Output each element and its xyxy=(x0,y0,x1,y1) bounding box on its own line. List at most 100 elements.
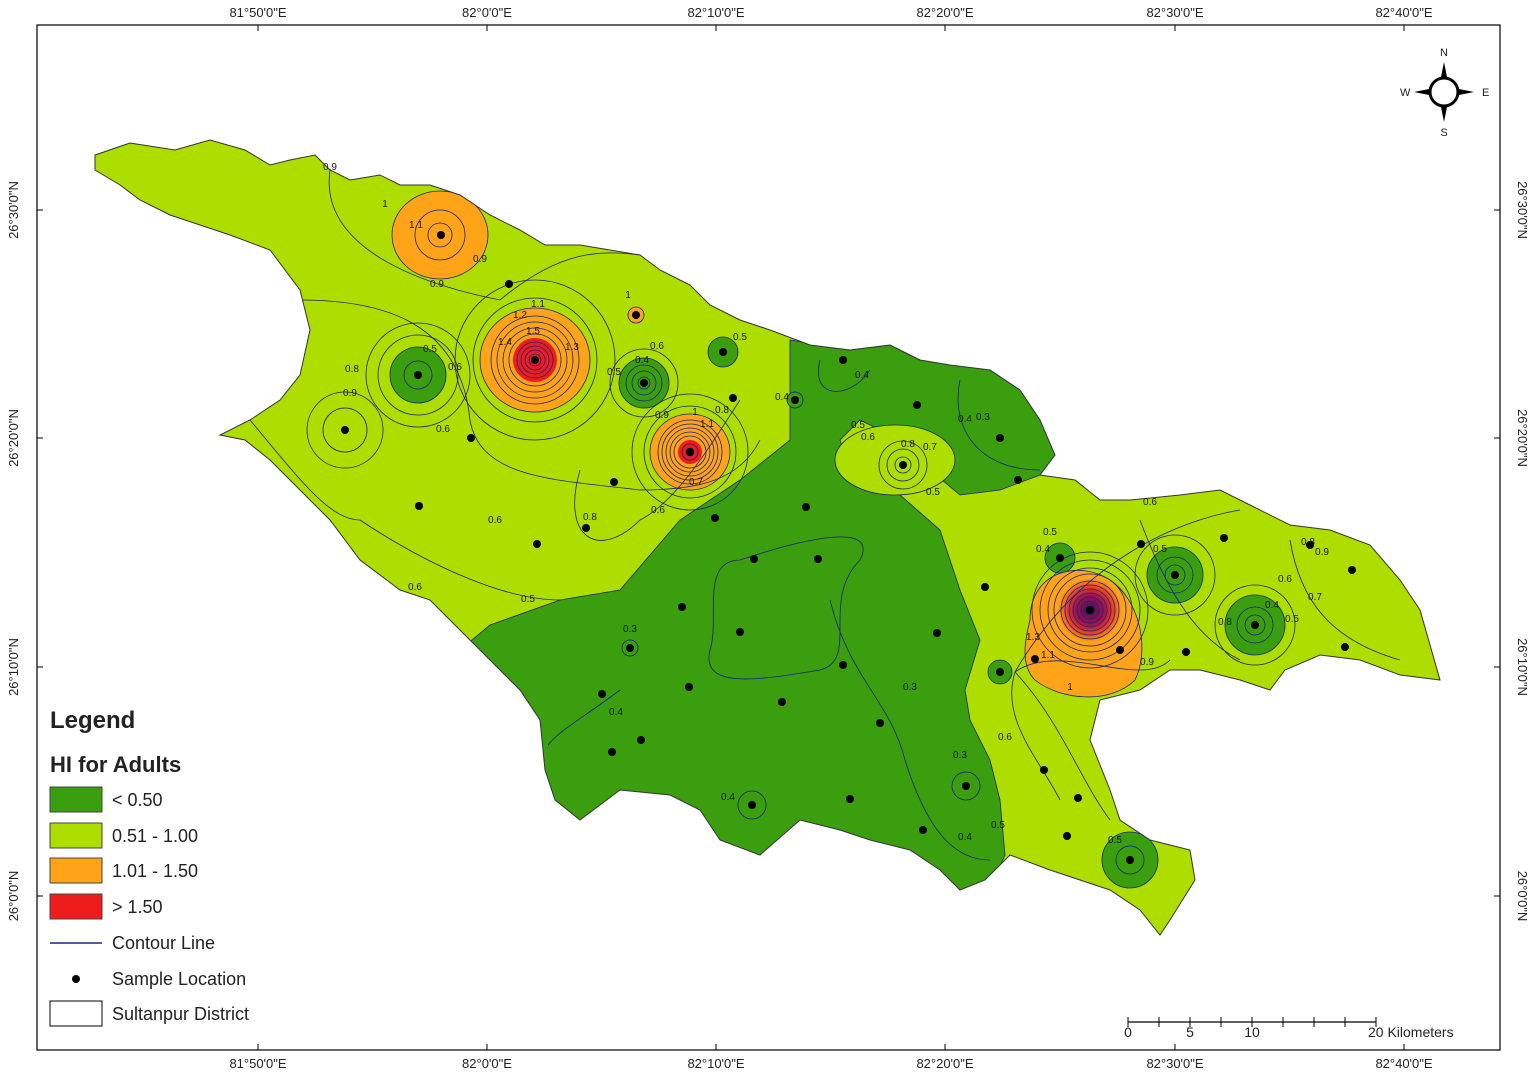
sample-location xyxy=(876,719,884,727)
contour-line xyxy=(1053,573,1127,647)
contour-label: 0.4 xyxy=(958,832,972,843)
contour-line xyxy=(669,431,711,473)
contour-line xyxy=(665,427,715,477)
contour-label: 0.3 xyxy=(623,624,637,635)
contour-label: 0.9 xyxy=(1315,547,1329,558)
compass-w: W xyxy=(1400,87,1411,99)
contour-label: 0.8 xyxy=(901,439,915,450)
sample-location xyxy=(1116,646,1124,654)
contour-label: 0.6 xyxy=(651,505,665,516)
lat-label-left: 26°0'0"N xyxy=(6,871,21,922)
contour-line xyxy=(403,360,433,390)
contour-label: 0.4 xyxy=(635,355,649,366)
sample-location xyxy=(846,795,854,803)
legend-swatch xyxy=(49,786,103,813)
contour-line xyxy=(574,399,741,541)
contour-label: 0.6 xyxy=(488,515,502,526)
contour-label: 1.4 xyxy=(498,337,512,348)
sample-location xyxy=(1086,606,1094,614)
legend-label: Contour Line xyxy=(112,933,215,953)
sample-location xyxy=(933,629,941,637)
sample-location xyxy=(1126,856,1134,864)
contour-label: 1.3 xyxy=(1026,632,1040,643)
lon-label-bottom: 82°40'0"E xyxy=(1375,1056,1432,1071)
sample-location xyxy=(778,698,786,706)
sample-location xyxy=(1031,655,1039,663)
contour-line xyxy=(322,407,368,453)
sample-location xyxy=(996,668,1004,676)
contour-line xyxy=(490,315,580,405)
legend-swatch xyxy=(49,822,103,849)
contour-label: 0.8 xyxy=(1218,617,1232,628)
contour-line xyxy=(951,771,981,801)
contour-line xyxy=(661,423,719,481)
contour-label: 0.9 xyxy=(343,388,357,399)
contour-line xyxy=(1039,559,1141,661)
lon-label-top: 82°10'0"E xyxy=(687,5,744,20)
contour-label: 1.1 xyxy=(409,220,423,231)
contour-label: 0.4 xyxy=(1265,600,1279,611)
scale-label: 0 xyxy=(1124,1024,1132,1040)
lat-label-left: 26°10'0"N xyxy=(6,638,21,696)
contour-label: 1 xyxy=(625,290,631,301)
sample-location xyxy=(533,540,541,548)
lat-label-right: 26°20'0"N xyxy=(1515,409,1530,467)
contour-label: 0.5 xyxy=(926,487,940,498)
sample-location xyxy=(750,555,758,563)
contour-line xyxy=(631,370,657,396)
contour-line xyxy=(520,345,550,375)
contour-line xyxy=(1014,509,1241,673)
contour-label: 0.6 xyxy=(1278,574,1292,585)
sample-location xyxy=(913,401,921,409)
sample-location xyxy=(839,356,847,364)
contour-line xyxy=(528,353,542,367)
contour-label: 0.6 xyxy=(448,362,462,373)
compass-s: S xyxy=(1440,127,1447,139)
contour-label: 1 xyxy=(1067,682,1073,693)
contour-line xyxy=(365,322,471,428)
legend: Legend HI for Adults < 0.50 0.51 - 1.00 1.… xyxy=(49,707,249,1027)
contour-label: 0.5 xyxy=(1285,614,1299,625)
sample-location xyxy=(899,461,907,469)
contour-label: 0.7 xyxy=(1308,592,1322,603)
lat-label-right: 26°0'0"N xyxy=(1515,871,1530,922)
contour-label: 0.9 xyxy=(473,254,487,265)
contour-line xyxy=(414,209,466,261)
contour-label: 0.9 xyxy=(430,279,444,290)
contour-line xyxy=(681,443,699,461)
contour-label: 0.5 xyxy=(1153,544,1167,555)
contour-line xyxy=(609,348,679,418)
sample-location xyxy=(711,514,719,522)
north-arrow: N S E W xyxy=(1400,47,1489,139)
contour-line xyxy=(1047,567,1133,653)
contour-line xyxy=(637,376,651,390)
sample-location xyxy=(637,736,645,744)
contour-line xyxy=(818,359,871,392)
contour-label: 0.6 xyxy=(436,424,450,435)
contour-label: 1.1 xyxy=(531,299,545,310)
contour-line xyxy=(708,536,864,680)
lat-label-left: 26°30'0"N xyxy=(6,181,21,239)
lon-label-top: 82°0'0"E xyxy=(462,5,512,20)
legend-label: 0.51 - 1.00 xyxy=(112,826,198,846)
legend-label: Sample Location xyxy=(112,969,246,989)
contour-lines xyxy=(249,169,1401,875)
contour-label: 1.3 xyxy=(565,342,579,353)
legend-box xyxy=(49,1000,103,1027)
contour-label: 0.6 xyxy=(998,732,1012,743)
sample-location xyxy=(685,683,693,691)
sample-location xyxy=(415,502,423,510)
sample-location xyxy=(640,379,648,387)
contour-label: 0.4 xyxy=(958,414,972,425)
contour-line xyxy=(625,364,663,402)
sample-location xyxy=(1056,554,1064,562)
contour-line xyxy=(1014,659,1171,673)
contour-line xyxy=(508,333,562,387)
contour-line xyxy=(547,689,621,746)
sample-location xyxy=(582,524,590,532)
lon-label-bottom: 82°10'0"E xyxy=(687,1056,744,1071)
contour-line xyxy=(427,222,453,248)
sample-location xyxy=(414,371,422,379)
legend-label: Sultanpur District xyxy=(112,1004,249,1024)
